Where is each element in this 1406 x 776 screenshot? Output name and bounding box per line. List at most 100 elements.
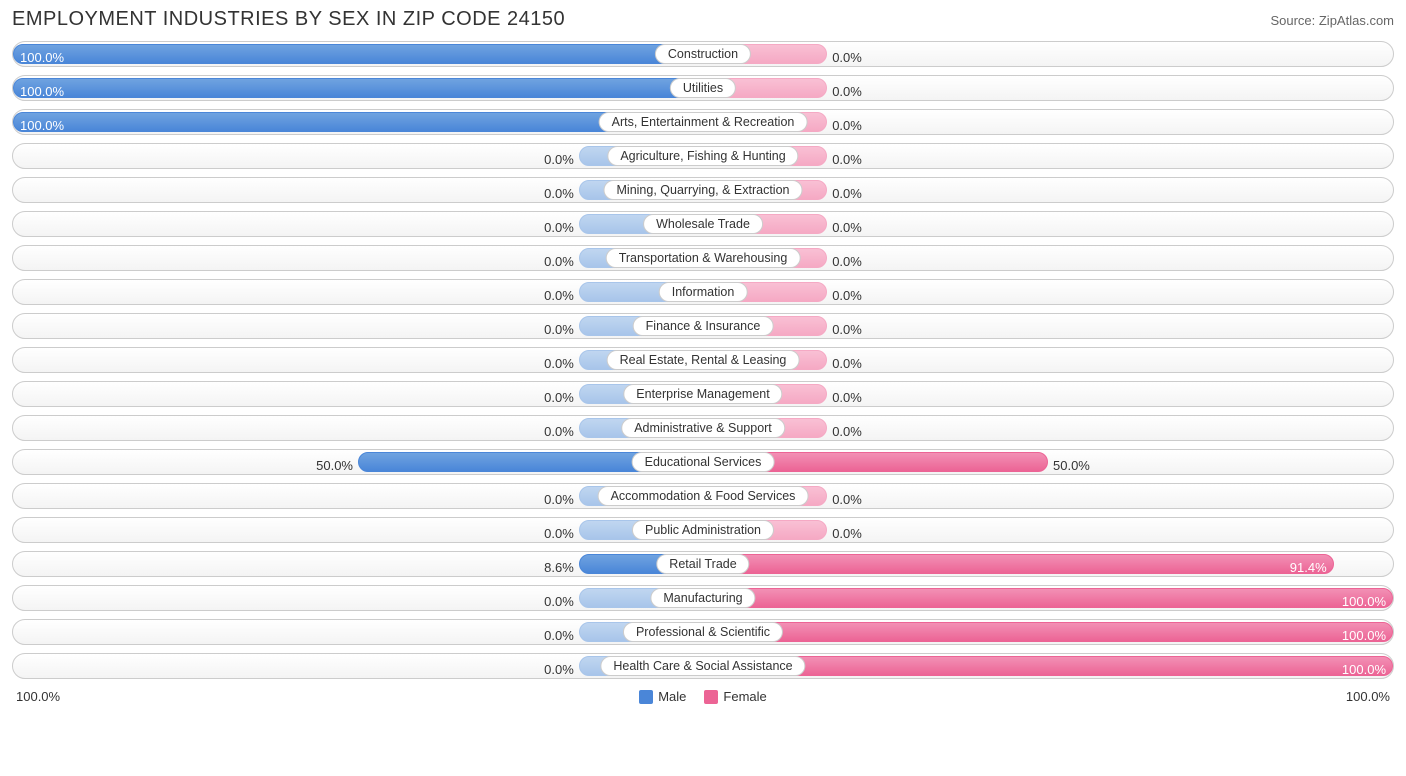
chart-row: 0.0%0.0%Wholesale Trade [12, 211, 1394, 237]
female-value-label: 0.0% [826, 385, 862, 411]
category-label: Wholesale Trade [643, 214, 763, 234]
male-half: 8.6% [13, 552, 703, 576]
female-value-label: 0.0% [826, 249, 862, 275]
female-value-label: 0.0% [826, 45, 862, 71]
category-label: Real Estate, Rental & Leasing [607, 350, 800, 370]
chart-source: Source: ZipAtlas.com [1270, 13, 1394, 28]
male-half: 0.0% [13, 518, 703, 542]
female-half: 0.0% [703, 178, 1393, 202]
female-value-label: 0.0% [826, 215, 862, 241]
female-value-label: 100.0% [1342, 657, 1386, 683]
category-label: Manufacturing [650, 588, 755, 608]
category-label: Enterprise Management [623, 384, 782, 404]
female-half: 0.0% [703, 144, 1393, 168]
category-label: Agriculture, Fishing & Hunting [607, 146, 798, 166]
male-half: 0.0% [13, 382, 703, 406]
chart-row: 0.0%100.0%Professional & Scientific [12, 619, 1394, 645]
male-bar: 100.0% [13, 78, 703, 98]
chart-area: 100.0%0.0%Construction100.0%0.0%Utilitie… [12, 41, 1394, 679]
category-label: Health Care & Social Assistance [600, 656, 805, 676]
female-half: 0.0% [703, 518, 1393, 542]
male-value-label: 0.0% [544, 215, 580, 241]
chart-row: 0.0%100.0%Manufacturing [12, 585, 1394, 611]
chart-row: 0.0%0.0%Enterprise Management [12, 381, 1394, 407]
male-half: 100.0% [13, 76, 703, 100]
female-bar: 100.0% [703, 588, 1393, 608]
chart-row: 0.0%0.0%Public Administration [12, 517, 1394, 543]
chart-row: 0.0%0.0%Accommodation & Food Services [12, 483, 1394, 509]
chart-row: 0.0%0.0%Administrative & Support [12, 415, 1394, 441]
female-value-label: 0.0% [826, 147, 862, 173]
male-value-label: 0.0% [544, 657, 580, 683]
male-half: 0.0% [13, 178, 703, 202]
chart-row: 0.0%100.0%Health Care & Social Assistanc… [12, 653, 1394, 679]
female-half: 0.0% [703, 42, 1393, 66]
female-value-label: 0.0% [826, 283, 862, 309]
male-half: 50.0% [13, 450, 703, 474]
female-value-label: 0.0% [826, 419, 862, 445]
chart-row: 0.0%0.0%Transportation & Warehousing [12, 245, 1394, 271]
category-label: Administrative & Support [621, 418, 785, 438]
chart-row: 0.0%0.0%Information [12, 279, 1394, 305]
female-value-label: 100.0% [1342, 589, 1386, 615]
chart-row: 0.0%0.0%Agriculture, Fishing & Hunting [12, 143, 1394, 169]
category-label: Accommodation & Food Services [598, 486, 809, 506]
male-value-label: 0.0% [544, 283, 580, 309]
female-value-label: 50.0% [1047, 453, 1090, 479]
male-half: 0.0% [13, 620, 703, 644]
female-half: 0.0% [703, 314, 1393, 338]
male-value-label: 0.0% [544, 147, 580, 173]
category-label: Finance & Insurance [633, 316, 774, 336]
category-label: Public Administration [632, 520, 774, 540]
male-value-label: 100.0% [20, 79, 64, 105]
male-half: 0.0% [13, 212, 703, 236]
female-half: 0.0% [703, 280, 1393, 304]
female-swatch-icon [704, 690, 718, 704]
axis-right-max: 100.0% [1346, 689, 1390, 704]
male-value-label: 8.6% [544, 555, 580, 581]
female-value-label: 0.0% [826, 521, 862, 547]
female-half: 0.0% [703, 212, 1393, 236]
male-value-label: 0.0% [544, 521, 580, 547]
chart-row: 0.0%0.0%Mining, Quarrying, & Extraction [12, 177, 1394, 203]
female-bar: 91.4% [703, 554, 1334, 574]
female-value-label: 91.4% [1290, 555, 1327, 581]
female-value-label: 0.0% [826, 317, 862, 343]
male-swatch-icon [639, 690, 653, 704]
legend-female-label: Female [723, 689, 766, 704]
chart-row: 0.0%0.0%Finance & Insurance [12, 313, 1394, 339]
male-value-label: 0.0% [544, 589, 580, 615]
male-half: 0.0% [13, 586, 703, 610]
male-value-label: 0.0% [544, 487, 580, 513]
male-value-label: 0.0% [544, 385, 580, 411]
male-half: 0.0% [13, 280, 703, 304]
male-bar: 100.0% [13, 44, 703, 64]
legend-item-female: Female [704, 689, 766, 704]
male-half: 0.0% [13, 144, 703, 168]
male-value-label: 0.0% [544, 317, 580, 343]
male-half: 0.0% [13, 246, 703, 270]
female-value-label: 0.0% [826, 79, 862, 105]
category-label: Transportation & Warehousing [606, 248, 801, 268]
female-half: 100.0% [703, 654, 1393, 678]
axis-left-max: 100.0% [16, 689, 60, 704]
chart-footer: 100.0% Male Female 100.0% [12, 687, 1394, 704]
male-value-label: 100.0% [20, 113, 64, 139]
male-value-label: 0.0% [544, 181, 580, 207]
category-label: Educational Services [632, 452, 775, 472]
chart-row: 0.0%0.0%Real Estate, Rental & Leasing [12, 347, 1394, 373]
legend-item-male: Male [639, 689, 686, 704]
category-label: Arts, Entertainment & Recreation [599, 112, 808, 132]
male-half: 0.0% [13, 348, 703, 372]
male-value-label: 100.0% [20, 45, 64, 71]
chart-row: 8.6%91.4%Retail Trade [12, 551, 1394, 577]
female-bar: 100.0% [703, 622, 1393, 642]
category-label: Construction [655, 44, 751, 64]
male-half: 100.0% [13, 42, 703, 66]
female-value-label: 0.0% [826, 487, 862, 513]
legend: Male Female [639, 689, 767, 704]
female-bar: 100.0% [703, 656, 1393, 676]
female-half: 0.0% [703, 382, 1393, 406]
female-value-label: 0.0% [826, 113, 862, 139]
chart-title: EMPLOYMENT INDUSTRIES BY SEX IN ZIP CODE… [12, 8, 565, 31]
